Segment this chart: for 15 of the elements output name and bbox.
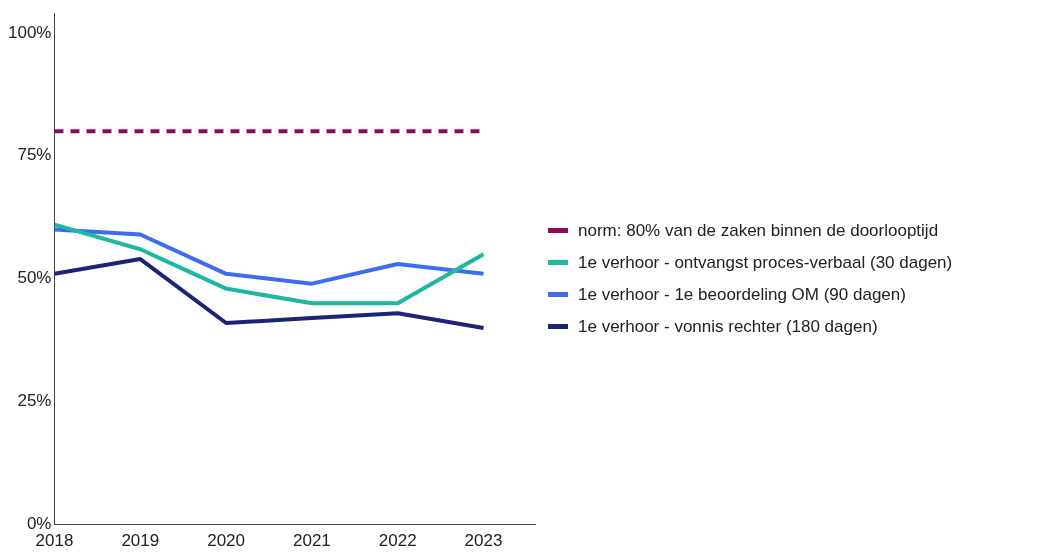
y-tick-label: 75% xyxy=(17,145,52,165)
y-tick-label: 0% xyxy=(26,514,52,534)
x-tick-label: 2020 xyxy=(207,531,246,551)
legend-label: norm: 80% van de zaken binnen de doorlooptijd xyxy=(578,220,939,241)
x-tick-label: 2023 xyxy=(464,531,503,551)
y-tick-label: 100% xyxy=(8,22,52,42)
x-tick-label: 2021 xyxy=(292,531,331,551)
x-tick-label: 2018 xyxy=(35,531,74,551)
legend-label: 1e verhoor - vonnis rechter (180 dagen) xyxy=(578,316,878,337)
y-tick-label: 50% xyxy=(17,268,52,288)
legend-label: 1e verhoor - 1e beoordeling OM (90 dagen) xyxy=(578,284,906,305)
x-tick-label: 2019 xyxy=(121,531,160,551)
x-tick-label: 2022 xyxy=(378,531,417,551)
y-tick-label: 25% xyxy=(17,391,52,411)
legend-label: 1e verhoor - ontvangst proces-verbaal (30 dagen) xyxy=(578,252,953,273)
